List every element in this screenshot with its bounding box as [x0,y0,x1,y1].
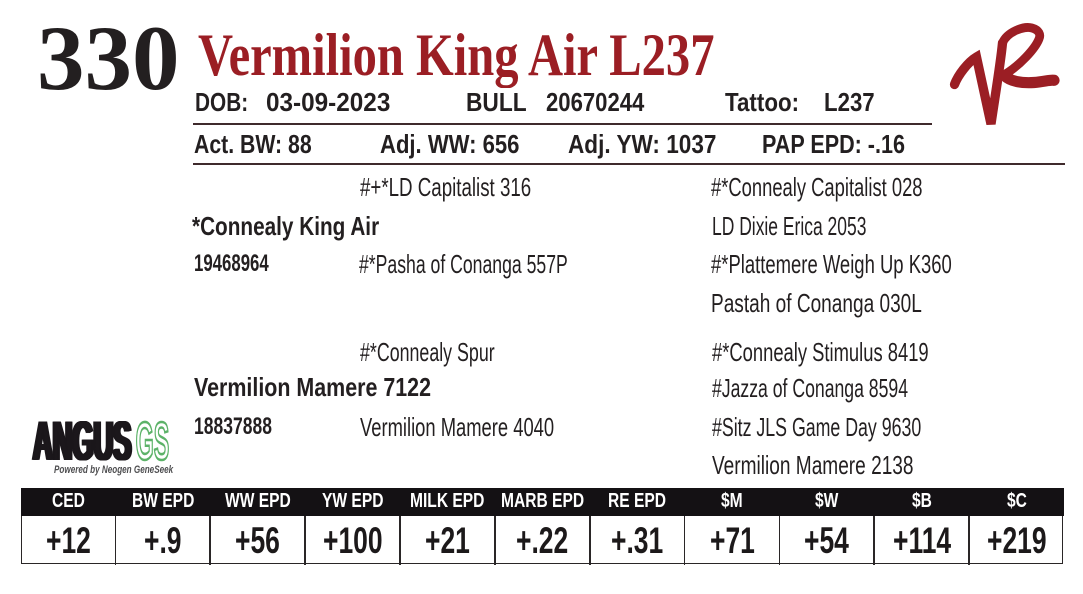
svg-text:GS: GS [136,412,170,472]
